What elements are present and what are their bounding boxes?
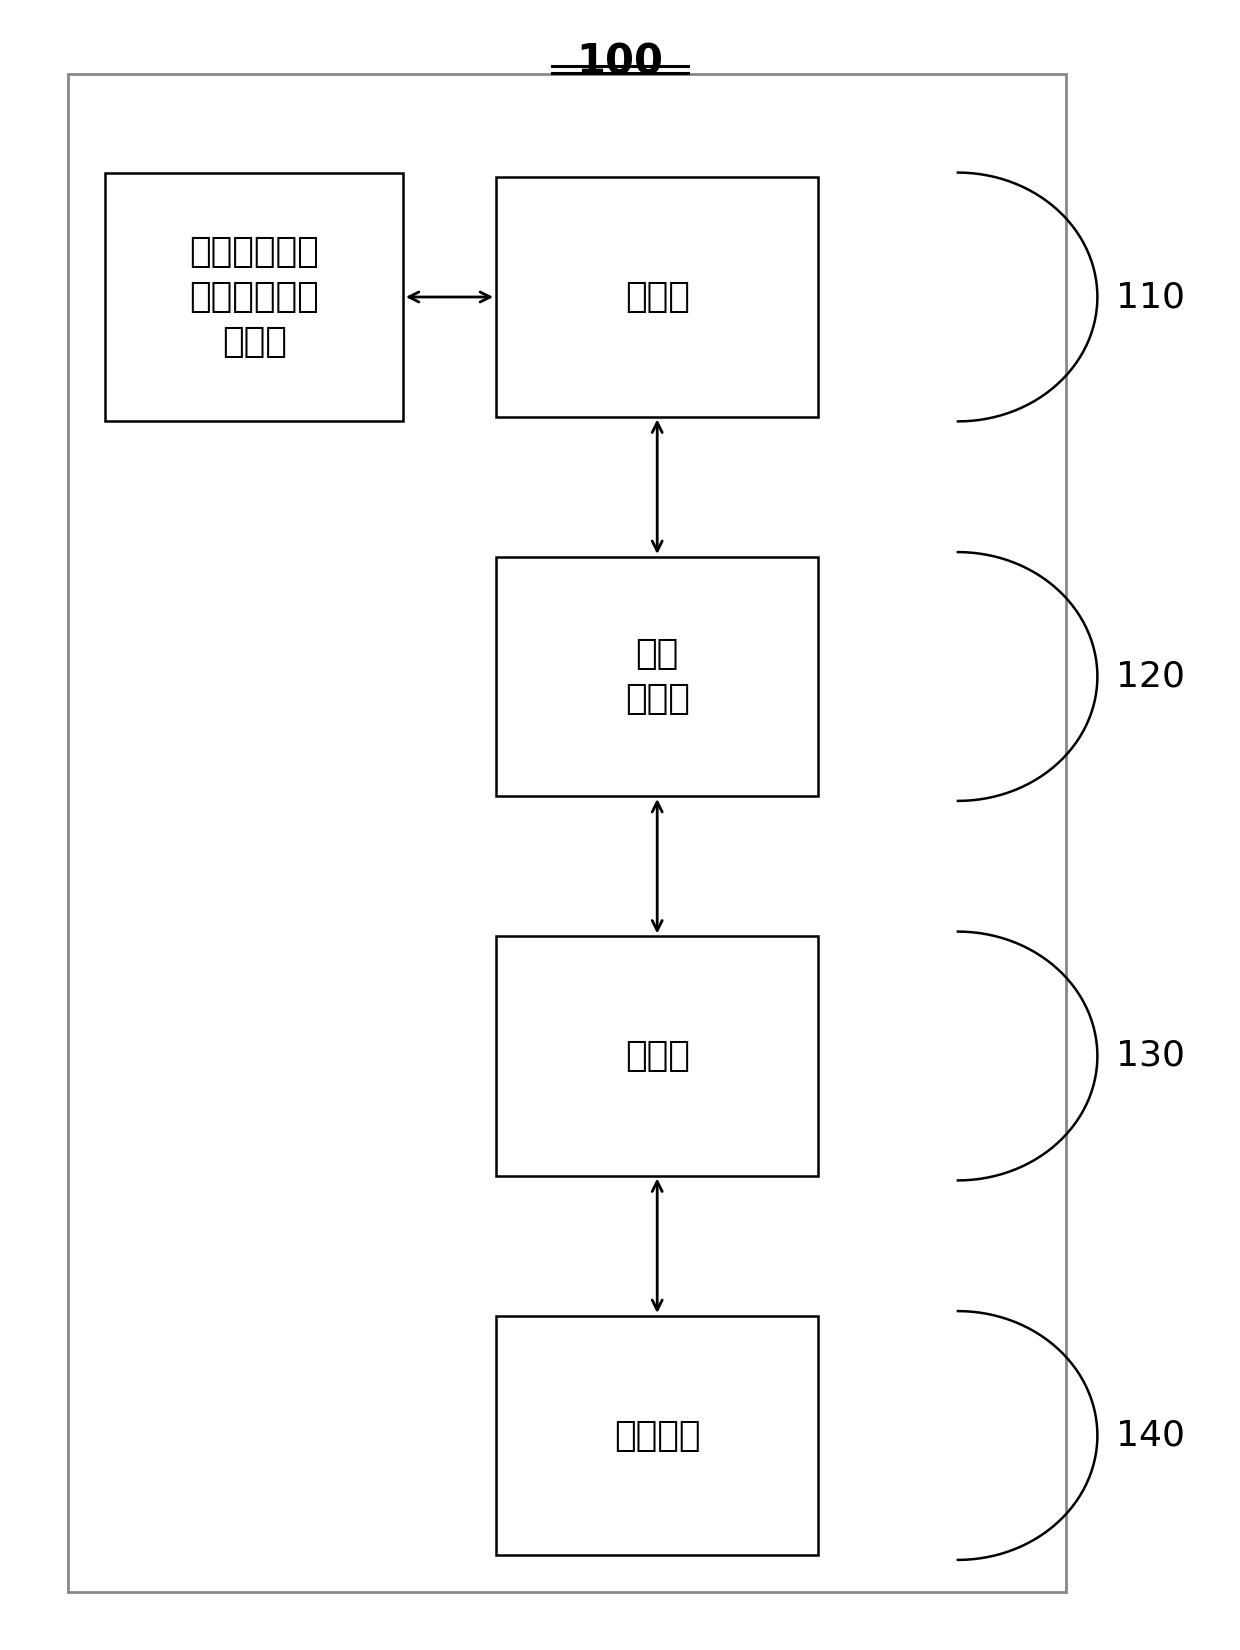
Bar (496, 1317, 818, 1554)
Bar (68, 74, 1066, 1592)
Text: 130: 130 (1116, 1040, 1185, 1072)
Text: 140: 140 (1116, 1419, 1185, 1452)
Text: 120: 120 (1116, 660, 1185, 693)
Bar (496, 558, 818, 797)
Bar (105, 173, 403, 421)
Bar (496, 937, 818, 1175)
Bar (496, 178, 818, 416)
Text: 泥页岩等温吸
附实验曲线校
正装置: 泥页岩等温吸 附实验曲线校 正装置 (190, 236, 319, 358)
Text: 处理器: 处理器 (625, 1040, 689, 1072)
Text: 显示屏幕: 显示屏幕 (614, 1419, 701, 1452)
Text: 存储器: 存储器 (625, 280, 689, 314)
Text: 110: 110 (1116, 280, 1185, 314)
Text: 存储
控制器: 存储 控制器 (625, 637, 689, 716)
Text: 100: 100 (577, 41, 663, 82)
